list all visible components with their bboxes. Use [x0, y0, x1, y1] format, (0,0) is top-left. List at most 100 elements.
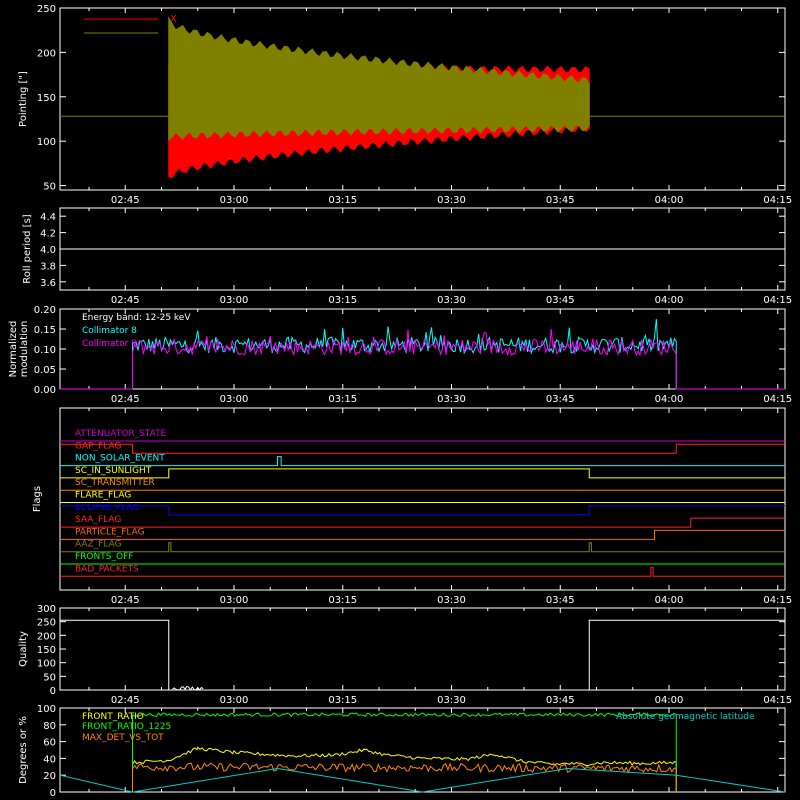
- y-tick-label: 50: [43, 182, 56, 193]
- y-tick-label: 200: [37, 48, 56, 59]
- y-tick-label: 4.4: [40, 212, 56, 223]
- flag-label: SC_IN_SUNLIGHT: [75, 466, 152, 476]
- x-tick-label: 03:00: [220, 595, 249, 606]
- y-axis-label: modulation: [19, 321, 30, 378]
- y-tick-label: 200: [37, 631, 56, 642]
- flag-series: [60, 456, 785, 467]
- front_ratio-panel: 0 20 40 60 80 100 Degrees or % FRONT_RATIOFRONT…: [18, 704, 786, 799]
- energy-band-annotation: Energy band: 12-25 keV: [82, 313, 191, 323]
- x-tick-label: 04:00: [655, 195, 684, 206]
- x-tick-label: 03:30: [437, 195, 466, 206]
- y-tick-label: 40: [43, 754, 56, 765]
- y-axis-label: Quality: [18, 631, 29, 667]
- y-tick-label: 100: [37, 659, 56, 670]
- x-tick-label: 04:00: [655, 394, 684, 405]
- x-tick-label: 04:00: [655, 295, 684, 306]
- series-coll9: [60, 328, 785, 390]
- legend-front-ratio-1225: FRONT_RATIO_1225: [82, 722, 171, 732]
- series-y-envelope: [168, 16, 590, 142]
- x-tick-label: 03:45: [546, 695, 575, 706]
- x-tick-label: 02:45: [111, 394, 140, 405]
- geomag-annotation: Absolute geomagnetic latitude: [616, 712, 755, 722]
- flag-series: [60, 517, 785, 528]
- y-tick-label: 0.20: [34, 305, 56, 316]
- x-tick-label: 02:45: [111, 595, 140, 606]
- y-axis-label: Flags: [32, 486, 43, 512]
- quality-series: [60, 619, 785, 691]
- pointing-panel: 02:45 03:00 03:15 03:30 03:45 04:00 04:15 50 100…: [18, 4, 792, 206]
- y-tick-label: 150: [37, 645, 56, 656]
- flags-frame: [59, 407, 786, 591]
- series-coll8: [60, 318, 785, 390]
- legend-y-label: Y: [169, 28, 177, 39]
- legend-front-ratio: FRONT_RATIO: [82, 712, 144, 722]
- x-tick-label: 03:45: [546, 394, 575, 405]
- y-tick-label: 3.6: [40, 278, 56, 289]
- x-tick-label: 03:30: [437, 595, 466, 606]
- series-absolute-geomagnetic-latitude: [59, 767, 786, 793]
- flag-label: SC_TRANSMITTER: [75, 478, 155, 488]
- series-max-det-vs-tot: [132, 762, 677, 792]
- flag-label: SAA_FLAG: [75, 515, 121, 525]
- y-tick-label: 250: [37, 618, 56, 629]
- flag-series: [60, 529, 785, 540]
- flag-series: [60, 542, 785, 553]
- y-tick-label: 4.0: [40, 245, 56, 256]
- y-tick-label: 0.05: [34, 365, 56, 376]
- x-tick-label: 03:30: [437, 394, 466, 405]
- flag-series: [60, 468, 785, 479]
- y-tick-label: 4.2: [40, 229, 56, 240]
- x-tick-label: 02:45: [111, 195, 140, 206]
- pointing-frame: [59, 7, 786, 191]
- y-tick-label: 300: [37, 604, 56, 615]
- x-tick-label: 03:15: [328, 695, 357, 706]
- x-tick-label: 02:45: [111, 295, 140, 306]
- flag-series: [60, 566, 785, 577]
- x-tick-label: 04:00: [655, 695, 684, 706]
- x-tick-label: 03:00: [220, 295, 249, 306]
- legend-coll8-label: Collimator 8: [82, 326, 137, 336]
- y-tick-label: 60: [43, 738, 56, 749]
- flag-label: PARTICLE_FLAG: [75, 527, 145, 537]
- x-tick-label: 02:45: [111, 695, 140, 706]
- x-tick-label: 03:15: [328, 295, 357, 306]
- flag-label: GAP_FLAG: [75, 441, 121, 451]
- flags-panel: 02:45 03:00 03:15 03:30 03:45 04:00 04:15 Flags…: [32, 407, 792, 606]
- y-tick-label: 0.15: [34, 325, 56, 336]
- x-tick-label: 03:45: [546, 295, 575, 306]
- y-tick-label: 50: [43, 672, 56, 683]
- legend-x-label: X: [170, 14, 177, 25]
- x-tick-label: 03:30: [437, 295, 466, 306]
- y-tick-label: 100: [37, 704, 56, 715]
- x-tick-label: 04:15: [763, 695, 792, 706]
- flag-label: ATTENUATOR_STATE: [75, 429, 167, 439]
- y-axis-label: Pointing ["]: [18, 71, 29, 127]
- y-axis-label: Degrees or %: [18, 716, 29, 784]
- y-tick-label: 100: [37, 137, 56, 148]
- x-tick-label: 03:00: [220, 195, 249, 206]
- y-tick-label: 20: [43, 771, 56, 782]
- x-tick-label: 04:15: [763, 394, 792, 405]
- x-tick-label: 03:15: [328, 195, 357, 206]
- legend-coll9-label: Collimator 9: [82, 339, 137, 349]
- x-tick-label: 04:15: [763, 595, 792, 606]
- y-tick-label: 80: [43, 721, 56, 732]
- roll-panel: 02:45 03:00 03:15 03:30 03:45 04:00 04:15 3.6 3.…: [22, 207, 792, 306]
- y-tick-label: 3.8: [40, 261, 56, 272]
- x-tick-label: 03:15: [328, 394, 357, 405]
- y-axis-label: Roll period [s]: [22, 214, 33, 283]
- flag-label: ECLIPSE_FLAG: [75, 503, 139, 513]
- flag-label: FLARE_FLAG: [75, 491, 131, 501]
- x-tick-label: 04:00: [655, 595, 684, 606]
- x-tick-label: 03:00: [220, 394, 249, 405]
- x-tick-label: 03:15: [328, 595, 357, 606]
- y-tick-label: 0.10: [34, 345, 56, 356]
- flag-series: [60, 505, 785, 516]
- x-tick-label: 04:15: [763, 195, 792, 206]
- series-front-ratio-1225: [132, 712, 677, 792]
- y-axis-label: Normalized: [8, 321, 19, 378]
- y-tick-label: 0: [50, 788, 56, 799]
- y-tick-label: 250: [37, 4, 56, 15]
- x-tick-label: 03:30: [437, 695, 466, 706]
